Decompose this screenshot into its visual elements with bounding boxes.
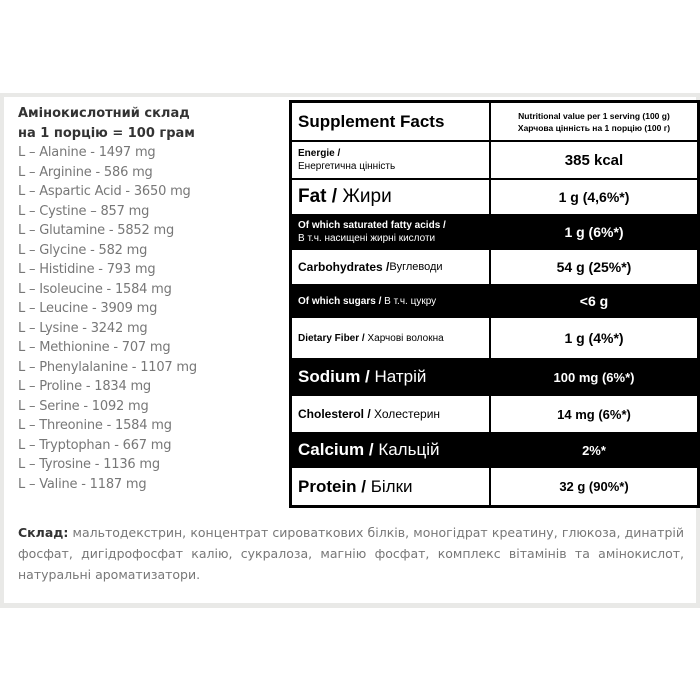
- amino-acid-item: L – Alanine - 1497 mg: [18, 145, 156, 160]
- value: 14 mg (6%*): [491, 396, 697, 432]
- row-carbohydrates: Carbohydrates / Вуглеводи 54 g (25%*): [292, 250, 697, 284]
- label-en: Protein /: [298, 476, 367, 496]
- amino-acid-item: L – Histidine - 793 mg: [18, 262, 156, 277]
- row-cholesterol: Cholesterol / Холестерин 14 mg (6%*): [292, 396, 697, 432]
- amino-title-line2: на 1 порцію = 100 грам: [18, 125, 195, 141]
- label-en: Sodium /: [298, 367, 370, 386]
- value: 1 g (6%*): [491, 214, 697, 250]
- facts-serving-header: Nutritional value per 1 serving (100 g) …: [491, 103, 697, 140]
- label-ua: Харчові волокна: [367, 332, 444, 344]
- value: <6 g: [491, 284, 697, 318]
- label-ua: Вуглеводи: [389, 261, 443, 273]
- facts-title: Supplement Facts: [292, 103, 489, 140]
- composition-text: Склад: мальтодекстрин, концентрат сирова…: [18, 522, 684, 585]
- amino-acid-item: L – Cystine – 857 mg: [18, 203, 150, 219]
- amino-acid-item: L – Glutamine - 5852 mg: [18, 223, 174, 238]
- amino-acid-item: L – Aspartic Acid - 3650 mg: [18, 184, 191, 199]
- label-en: Energie /: [298, 148, 341, 159]
- label-en: Dietary Fiber /: [298, 332, 365, 344]
- amino-acid-item: L – Tyrosine - 1136 mg: [18, 457, 160, 472]
- amino-acid-item: L – Isoleucine - 1584 mg: [18, 281, 172, 297]
- row-energy: Energie / Енергетична цінність 385 kcal: [292, 142, 697, 178]
- row-dietary-fiber: Dietary Fiber / Харчові волокна 1 g (4%*…: [292, 318, 697, 358]
- row-saturated-fat: Of which saturated fatty acids / В т.ч. н…: [292, 214, 697, 250]
- composition-body: мальтодекстрин, концентрат сироваткових …: [18, 525, 684, 582]
- label-ua: Натрій: [374, 367, 427, 386]
- value: 385 kcal: [491, 142, 697, 178]
- supplement-facts-table: Supplement Facts Nutritional value per 1…: [289, 100, 700, 508]
- amino-title-line1: Амінокислотний склад: [18, 106, 190, 121]
- facts-header-row: Supplement Facts Nutritional value per 1…: [292, 103, 697, 140]
- amino-acid-item: L – Methionine - 707 mg: [18, 340, 171, 355]
- amino-acid-item: L – Valine - 1187 mg: [18, 476, 147, 492]
- serving-header-en: Nutritional value per 1 serving (100 g): [518, 110, 670, 121]
- value: 1 g (4,6%*): [491, 180, 697, 214]
- label-en: Fat /: [298, 186, 338, 207]
- label-en: Cholesterol /: [298, 407, 371, 421]
- label-en: Calcium /: [298, 440, 374, 459]
- value: 54 g (25%*): [491, 250, 697, 284]
- value: 100 mg (6%*): [491, 358, 697, 396]
- label-en: Of which sugars /: [298, 295, 382, 307]
- label-ua: Жири: [342, 186, 392, 207]
- label-en: Of which saturated fatty acids /: [298, 220, 446, 231]
- amino-acid-item: L – Glycine - 582 mg: [18, 242, 148, 258]
- value: 32 g (90%*): [491, 468, 697, 505]
- row-sodium: Sodium / Натрій 100 mg (6%*): [292, 358, 697, 396]
- label-ua: Кальцій: [378, 440, 440, 459]
- composition-label: Склад:: [18, 525, 69, 540]
- value: 1 g (4%*): [491, 318, 697, 358]
- label-ua: В т.ч. цукру: [384, 295, 437, 307]
- amino-acid-item: L – Phenylalanine - 1107 mg: [18, 359, 197, 375]
- row-sugars: Of which sugars / В т.ч. цукру <6 g: [292, 284, 697, 318]
- value: 2%*: [491, 432, 697, 468]
- amino-acid-list: Амінокислотний склад на 1 порцію = 100 г…: [18, 104, 283, 494]
- label-en: Carbohydrates /: [298, 260, 390, 274]
- label-ua: Енергетична цінність: [298, 161, 396, 172]
- amino-acid-item: L – Tryptophan - 667 mg: [18, 437, 172, 453]
- serving-header-ua: Харчова цінність на 1 порцію (100 г): [517, 122, 671, 133]
- amino-acid-item: L – Proline - 1834 mg: [18, 379, 151, 394]
- amino-acid-item: L – Serine - 1092 mg: [18, 398, 149, 414]
- label-ua: В т.ч. насищені жирні кислоти: [298, 233, 436, 244]
- amino-acid-item: L – Leucine - 3909 mg: [18, 301, 158, 316]
- row-protein: Protein / Білки 32 g (90%*): [292, 468, 697, 505]
- label-ua: Білки: [370, 476, 413, 496]
- amino-acid-item: L – Arginine - 586 mg: [18, 164, 153, 180]
- amino-acid-item: L – Threonine - 1584 mg: [18, 418, 172, 433]
- label-ua: Холестерин: [374, 407, 441, 421]
- row-calcium: Calcium / Кальцій 2%*: [292, 432, 697, 468]
- row-fat: Fat / Жири 1 g (4,6%*): [292, 180, 697, 214]
- amino-acid-item: L – Lysine - 3242 mg: [18, 320, 148, 336]
